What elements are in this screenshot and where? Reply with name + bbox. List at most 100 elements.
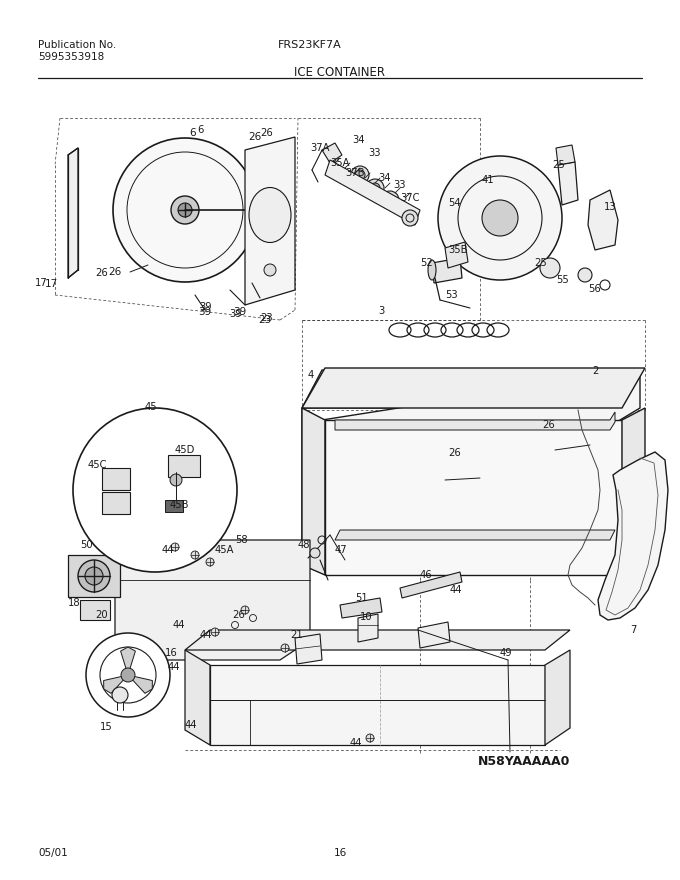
- Circle shape: [178, 203, 192, 217]
- Text: 50: 50: [80, 540, 92, 550]
- Circle shape: [281, 644, 289, 652]
- Polygon shape: [302, 368, 645, 408]
- Text: 44: 44: [173, 620, 186, 630]
- Text: 55: 55: [556, 275, 568, 285]
- Circle shape: [170, 474, 182, 486]
- Text: 39: 39: [199, 307, 211, 317]
- Circle shape: [540, 258, 560, 278]
- Bar: [80, 600, 110, 620]
- Polygon shape: [245, 137, 295, 305]
- Text: 58: 58: [235, 535, 248, 545]
- Text: 3: 3: [378, 306, 384, 316]
- Polygon shape: [302, 370, 640, 408]
- Text: 33: 33: [393, 180, 405, 190]
- Text: N58YAAAAA0: N58YAAAAA0: [478, 755, 571, 768]
- Polygon shape: [418, 622, 450, 648]
- Polygon shape: [598, 452, 668, 620]
- Text: 37A: 37A: [310, 143, 330, 153]
- Polygon shape: [622, 408, 645, 580]
- Polygon shape: [322, 370, 640, 570]
- Polygon shape: [558, 162, 578, 205]
- Text: 20: 20: [95, 610, 107, 620]
- Circle shape: [402, 210, 418, 226]
- Circle shape: [171, 543, 179, 551]
- Bar: [102, 492, 130, 514]
- Circle shape: [113, 138, 257, 282]
- Text: 45A: 45A: [215, 545, 235, 555]
- Text: 35B: 35B: [448, 245, 468, 255]
- Circle shape: [264, 264, 276, 276]
- Circle shape: [112, 687, 128, 703]
- Bar: [102, 468, 130, 490]
- Polygon shape: [335, 412, 615, 430]
- Polygon shape: [120, 647, 135, 675]
- Circle shape: [351, 166, 369, 184]
- Polygon shape: [358, 614, 378, 642]
- Circle shape: [86, 633, 170, 717]
- Text: 10: 10: [360, 612, 373, 622]
- Text: 37B: 37B: [345, 168, 364, 178]
- Text: 44: 44: [200, 630, 212, 640]
- Text: 26: 26: [108, 267, 121, 277]
- Polygon shape: [325, 160, 420, 225]
- Text: 53: 53: [445, 290, 458, 300]
- Circle shape: [310, 548, 320, 558]
- Text: 05/01: 05/01: [38, 848, 68, 858]
- Polygon shape: [128, 675, 152, 693]
- Text: 26: 26: [95, 268, 107, 278]
- Text: 51: 51: [355, 593, 368, 603]
- Text: 39: 39: [200, 302, 212, 312]
- Polygon shape: [325, 420, 622, 575]
- Polygon shape: [210, 665, 545, 745]
- Bar: [165, 500, 183, 512]
- Polygon shape: [335, 530, 615, 540]
- Text: Publication No.: Publication No.: [38, 40, 116, 50]
- Polygon shape: [115, 540, 310, 660]
- Text: 25: 25: [534, 258, 547, 268]
- Text: 16: 16: [165, 648, 177, 658]
- Circle shape: [191, 551, 199, 559]
- Text: 26: 26: [248, 132, 262, 142]
- Text: 52: 52: [420, 258, 432, 268]
- Polygon shape: [556, 145, 575, 165]
- Text: 49: 49: [500, 648, 513, 658]
- Circle shape: [121, 668, 135, 682]
- Bar: [168, 455, 200, 477]
- Polygon shape: [445, 242, 468, 268]
- Text: 4: 4: [308, 370, 314, 380]
- Text: 37C: 37C: [400, 193, 420, 203]
- Text: 26: 26: [542, 420, 555, 430]
- Text: 56: 56: [588, 284, 600, 294]
- Text: 26: 26: [448, 448, 461, 458]
- Text: 5995353918: 5995353918: [38, 52, 104, 62]
- Polygon shape: [400, 572, 462, 598]
- Polygon shape: [68, 148, 78, 278]
- Circle shape: [73, 408, 237, 572]
- Circle shape: [370, 183, 380, 193]
- Text: ICE CONTAINER: ICE CONTAINER: [294, 66, 386, 79]
- Text: 23: 23: [258, 315, 271, 325]
- Text: 2: 2: [592, 366, 598, 376]
- Text: 44: 44: [450, 585, 462, 595]
- Text: 7: 7: [630, 625, 636, 635]
- Polygon shape: [432, 258, 462, 283]
- Ellipse shape: [428, 260, 436, 280]
- Circle shape: [85, 567, 103, 585]
- Text: 16: 16: [333, 848, 347, 858]
- Text: 25: 25: [552, 160, 565, 170]
- Polygon shape: [340, 598, 382, 618]
- Polygon shape: [103, 675, 128, 693]
- Text: 45B: 45B: [170, 500, 190, 510]
- Text: 45D: 45D: [175, 445, 195, 455]
- Text: 26: 26: [260, 128, 273, 138]
- Text: 18: 18: [68, 598, 81, 608]
- Text: 44: 44: [162, 545, 175, 555]
- Text: 33: 33: [368, 148, 381, 158]
- Circle shape: [78, 560, 110, 592]
- Circle shape: [211, 628, 219, 636]
- Text: 26: 26: [232, 610, 245, 620]
- Text: 54: 54: [448, 198, 460, 208]
- Text: 23: 23: [260, 313, 273, 323]
- Polygon shape: [545, 650, 570, 745]
- Circle shape: [482, 200, 518, 236]
